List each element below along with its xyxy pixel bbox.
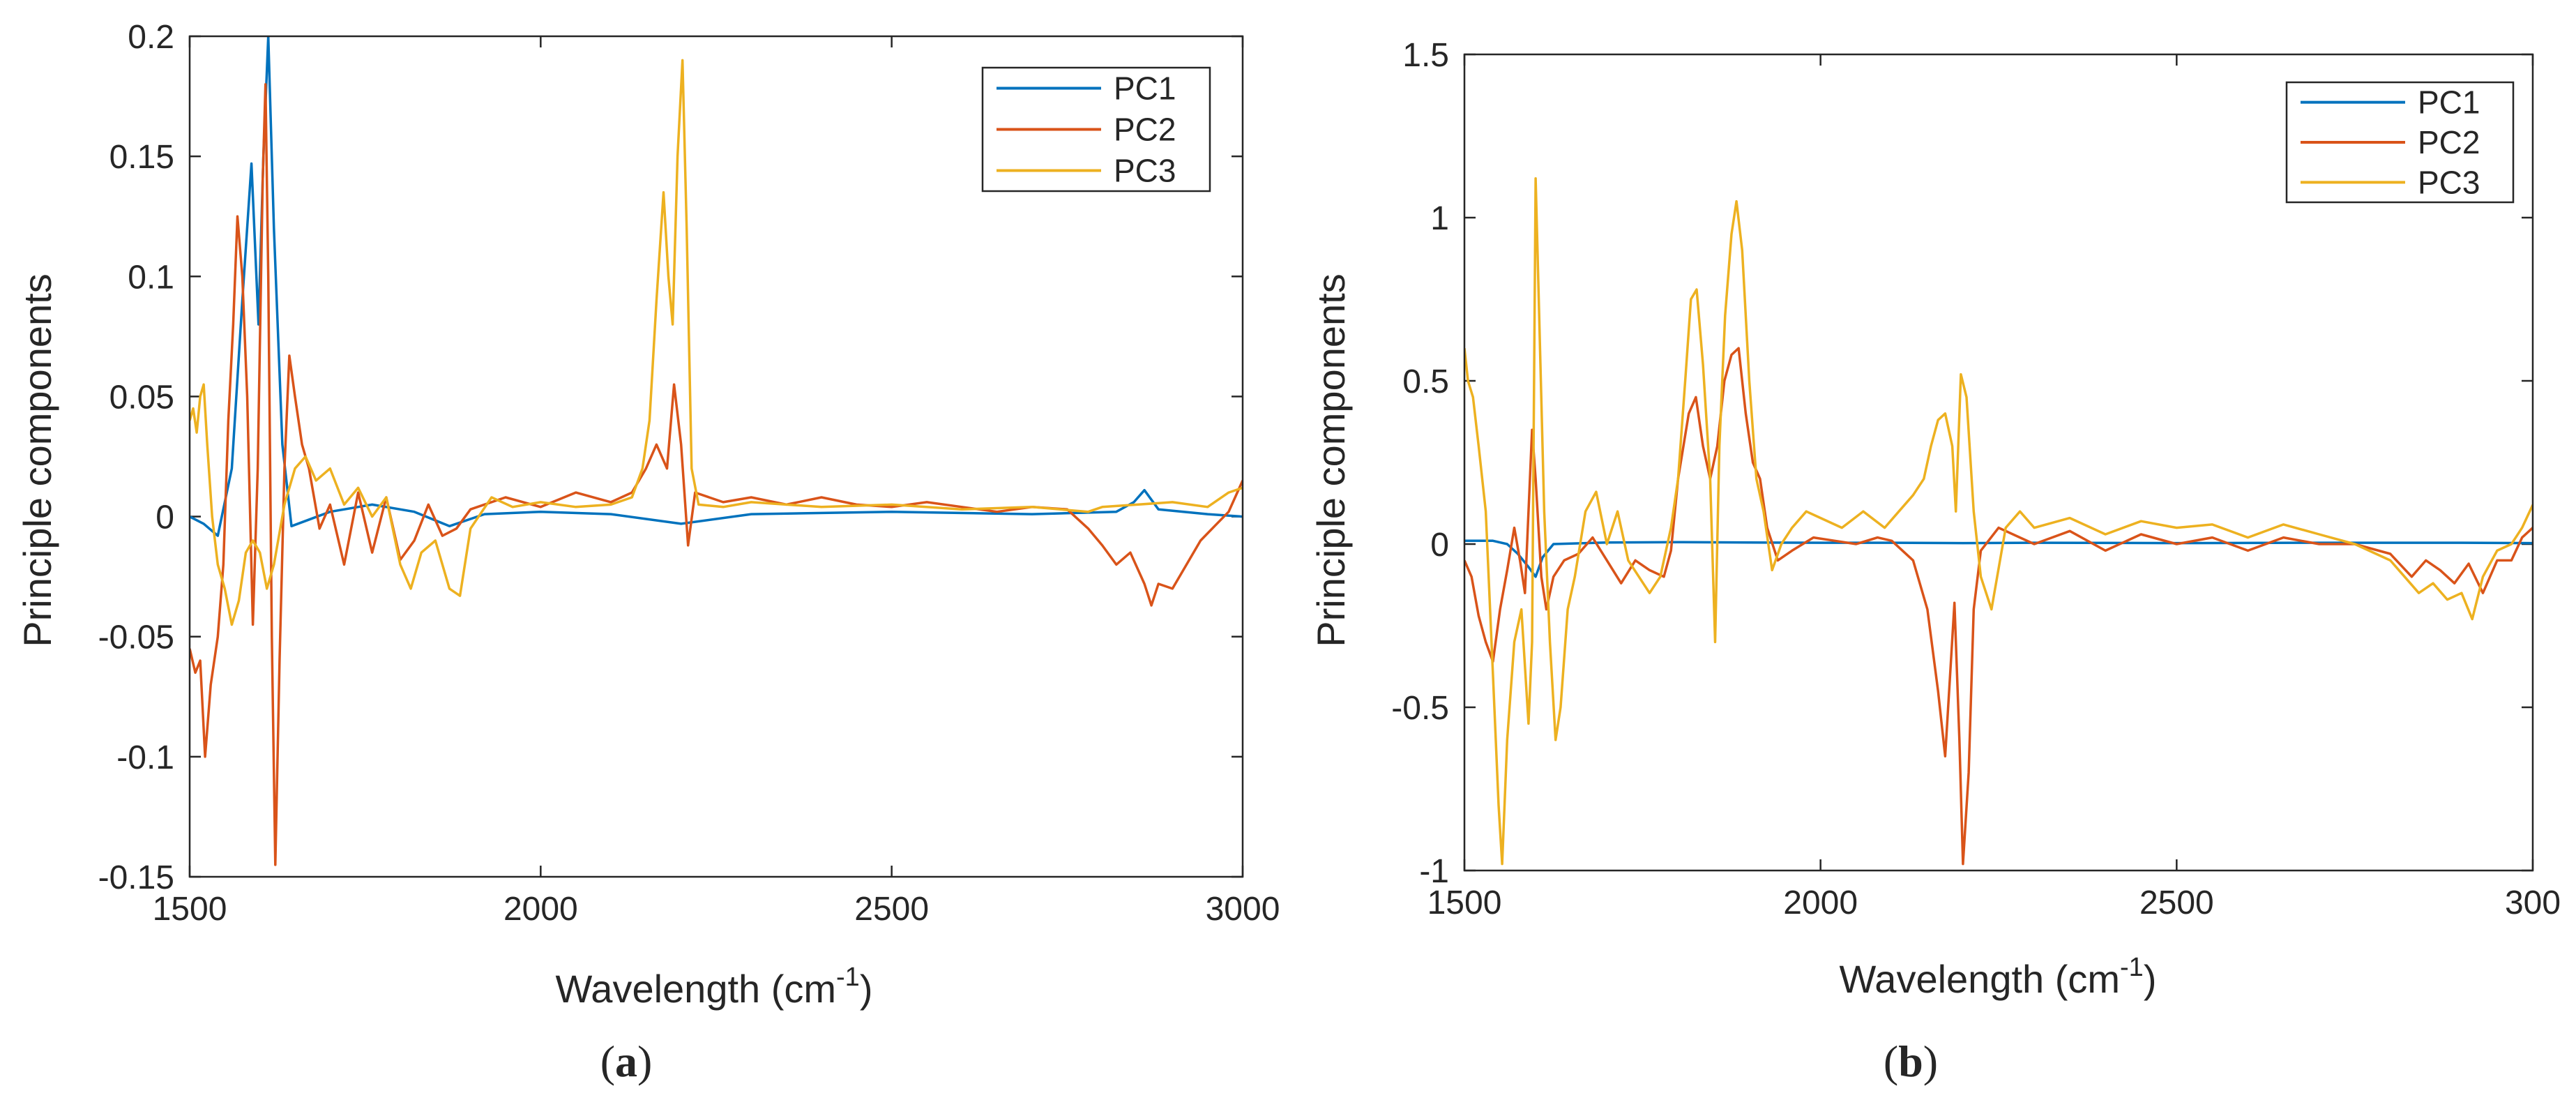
panel-b-label: (b) [1884, 1037, 1938, 1086]
panel-b-y-tick-label: 0 [1430, 527, 1449, 564]
panel-a-x-tick-label: 1500 [153, 891, 227, 928]
panel-a-x-tick-label: 2500 [854, 891, 929, 928]
panel-a-x-tick-label: 3000 [1206, 891, 1280, 928]
panel-a-y-tick-label: 0.2 [128, 19, 174, 56]
panel-a-y-tick-label: -0.05 [98, 619, 174, 656]
panel-a: 1500 2000 2500 3000 -0.15 -0.1 -0.05 0 0.05 0.1 0.… [15, 19, 1280, 1086]
panel-b-x-axis-title-close: ) [2144, 957, 2157, 1001]
panel-b-legend-label-pc1: PC1 [2418, 84, 2480, 121]
panel-a-x-axis-title-main: Wavelength (cm [556, 967, 837, 1011]
panel-a-legend-label-pc2: PC2 [1114, 112, 1176, 148]
panel-b-legend-label-pc3: PC3 [2418, 164, 2480, 200]
panel-a-legend: PC1 PC2 PC3 [981, 66, 1211, 193]
panel-b-series-pc3-line [1464, 177, 2533, 866]
panel-b-x-tick-label: 300 [2505, 884, 2561, 921]
panel-a-axes-frame [188, 35, 1244, 878]
panel-b-x-tick-label: 1500 [1427, 884, 1502, 921]
panel-b-y-tick-label: 1 [1430, 200, 1449, 237]
panel-b-axes-frame [1463, 53, 2534, 872]
panel-a-frame-layer [188, 35, 1244, 878]
panel-a-y-tick-label: -0.15 [98, 859, 174, 896]
panel-a-series-pc2-line [190, 83, 1243, 866]
panel-a-series-group [190, 36, 1243, 866]
panel-b-y-tick-label: 1.5 [1402, 37, 1449, 74]
panel-a-legend-label-pc3: PC3 [1114, 153, 1176, 189]
panel-b-y-tick-label: 0.5 [1402, 363, 1449, 400]
panel-b-series-pc2-line [1464, 347, 2533, 866]
panel-a-series-layer [190, 36, 1243, 866]
panel-b-label-letter: b [1898, 1037, 1923, 1086]
panel-a-y-tick-label: 0.1 [128, 259, 174, 296]
panel-a-series-pc1-line [190, 36, 1243, 537]
panel-a-label: (a) [600, 1037, 653, 1086]
panel-a-y-tick-label: 0.05 [109, 379, 174, 416]
panel-a-x-axis-title: Wavelength (cm-1) [556, 963, 873, 1011]
panel-a-x-tick-label: 2000 [503, 891, 578, 928]
panel-b-frame-layer [1463, 53, 2534, 872]
panel-a-ticks: 1500 2000 2500 3000 -0.15 -0.1 -0.05 0 0.05 0.1 0.… [98, 19, 1280, 928]
panel-b-series-layer [1464, 177, 2533, 866]
panel-a-label-letter: a [615, 1037, 637, 1086]
panel-b-legend-label-pc2: PC2 [2418, 124, 2480, 160]
panel-b-series-group [1464, 177, 2533, 866]
panel-b-y-tick-label: -1 [1419, 853, 1449, 890]
panel-a-y-tick-label: 0 [156, 499, 174, 536]
panel-a-series-pc3-line [190, 59, 1243, 626]
panel-b-x-axis-title: Wavelength (cm-1) [1840, 953, 2157, 1001]
panel-b-x-tick-label: 2000 [1783, 884, 1858, 921]
panel-b-x-axis-title-sup: -1 [2120, 953, 2144, 982]
panel-a-x-axis-title-sup: -1 [836, 963, 860, 992]
panel-a-x-axis-title-close: ) [860, 967, 873, 1011]
panel-b-x-axis-title-main: Wavelength (cm [1840, 957, 2121, 1001]
panel-a-y-tick-label: -0.1 [116, 739, 174, 776]
panel-b-y-axis-title: Principle components [1309, 273, 1353, 647]
panel-a-y-axis-title: Principle components [15, 273, 59, 647]
panel-b-y-tick-label: -0.5 [1391, 690, 1449, 727]
panel-b: 1500 2000 2500 300-1-0.500.511.5 PC1PC2PC3 … [1309, 37, 2561, 1086]
panel-a-y-tick-label: 0.15 [109, 139, 174, 176]
panel-b-x-tick-label: 2500 [2139, 884, 2214, 921]
panel-a-legend-label-pc1: PC1 [1114, 70, 1176, 107]
